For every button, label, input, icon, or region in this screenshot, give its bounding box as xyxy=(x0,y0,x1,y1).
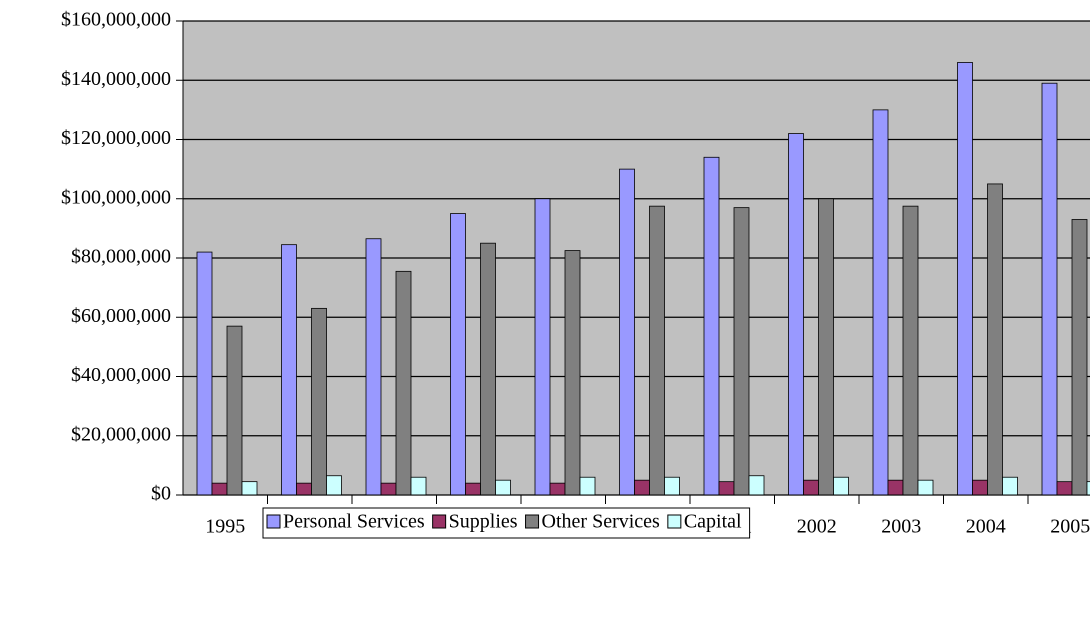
bar xyxy=(549,482,566,496)
y-tick-label: $140,000,000 xyxy=(61,68,171,90)
bar xyxy=(480,242,496,496)
bar xyxy=(296,482,312,496)
bar xyxy=(703,156,720,496)
bar xyxy=(196,251,213,496)
bar xyxy=(733,207,750,496)
bar xyxy=(495,479,511,496)
bar xyxy=(619,168,635,496)
bar xyxy=(211,482,228,496)
bar xyxy=(664,476,680,496)
bar xyxy=(833,476,849,496)
bar xyxy=(972,479,988,496)
bar xyxy=(1041,82,1058,496)
legend-swatch xyxy=(667,514,682,529)
bar xyxy=(226,325,243,496)
bar xyxy=(957,62,973,496)
bar xyxy=(803,479,819,496)
y-tick-label: $160,000,000 xyxy=(61,9,171,31)
legend-label: Personal Services xyxy=(283,511,425,533)
y-tick-label: $0 xyxy=(151,483,171,505)
legend-label: Supplies xyxy=(449,511,518,533)
legend-swatch xyxy=(525,514,540,529)
bar xyxy=(326,475,342,496)
bar xyxy=(579,476,596,496)
bar xyxy=(450,213,466,496)
bar xyxy=(788,133,804,496)
bar xyxy=(241,481,258,496)
bar xyxy=(365,238,382,496)
y-tick-label: $120,000,000 xyxy=(61,127,171,149)
bar xyxy=(1002,476,1018,496)
bar xyxy=(634,479,650,496)
x-tick-label: 1995 xyxy=(205,516,245,538)
bar xyxy=(564,250,581,496)
bar xyxy=(410,476,427,496)
bar xyxy=(311,307,327,496)
bar xyxy=(395,270,412,496)
bar xyxy=(1056,481,1073,496)
x-tick-label: 2003 xyxy=(881,516,921,538)
legend-swatch xyxy=(432,514,447,529)
legend-swatch xyxy=(266,514,281,529)
legend-label: Capital xyxy=(684,511,742,533)
x-tick-label: 2005 xyxy=(1050,516,1090,538)
bar xyxy=(1071,219,1088,496)
bar xyxy=(649,205,665,496)
bar xyxy=(887,479,904,496)
bar xyxy=(818,198,834,496)
y-tick-label: $100,000,000 xyxy=(61,186,171,208)
legend-label: Other Services xyxy=(542,511,661,533)
bar xyxy=(380,482,397,496)
bar xyxy=(917,479,934,496)
bar xyxy=(902,205,919,496)
y-tick-label: $80,000,000 xyxy=(71,246,171,268)
y-tick-label: $20,000,000 xyxy=(71,423,171,445)
x-tick-label: 2004 xyxy=(966,516,1006,538)
bar xyxy=(872,109,889,496)
bar xyxy=(748,475,765,496)
bar xyxy=(718,481,735,496)
y-tick-label: $60,000,000 xyxy=(71,305,171,327)
x-tick-label: 2002 xyxy=(797,516,837,538)
bar xyxy=(465,482,481,496)
y-tick-label: $40,000,000 xyxy=(71,364,171,386)
bar xyxy=(281,244,297,496)
bar xyxy=(987,183,1003,496)
bar xyxy=(534,198,551,496)
bar xyxy=(1086,481,1090,496)
